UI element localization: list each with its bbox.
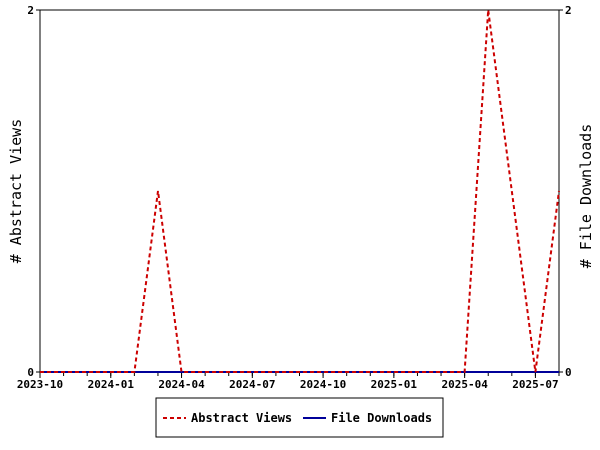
y-axis-right-label: # File Downloads xyxy=(577,124,595,269)
y-left-tick-label: 2 xyxy=(27,4,34,17)
y-axis-left-label: # Abstract Views xyxy=(7,119,25,264)
legend-label-file-downloads: File Downloads xyxy=(331,411,432,425)
x-tick-label-2025-07: 2025-07 xyxy=(512,378,558,391)
x-tick-label-2024-07: 2024-07 xyxy=(229,378,275,391)
y-axes: 0 2 0 2 xyxy=(27,4,571,379)
x-tick-label-2024-04: 2024-04 xyxy=(158,378,205,391)
y-right-tick-label: 0 xyxy=(565,366,572,379)
y-left-tick-label: 0 xyxy=(27,366,34,379)
legend-box xyxy=(155,397,444,438)
x-tick-label-2025-01: 2025-01 xyxy=(371,378,418,391)
legend-label-abstract-views: Abstract Views xyxy=(191,411,292,425)
x-tick-label-2025-04: 2025-04 xyxy=(441,378,488,391)
legend: Abstract Views File Downloads xyxy=(155,397,444,438)
x-tick-label-2024-10: 2024-10 xyxy=(300,378,346,391)
x-axis: 2023-10 2024-01 2024-04 2024-07 2024-10 2025-… xyxy=(17,372,560,391)
y-right-tick-label: 2 xyxy=(565,4,572,17)
series-layer xyxy=(40,9,560,373)
plot-area xyxy=(39,9,560,373)
series-line-abstract-views xyxy=(40,9,560,373)
x-tick-label-2024-01: 2024-01 xyxy=(88,378,135,391)
x-tick-label-2023-10: 2023-10 xyxy=(17,378,63,391)
